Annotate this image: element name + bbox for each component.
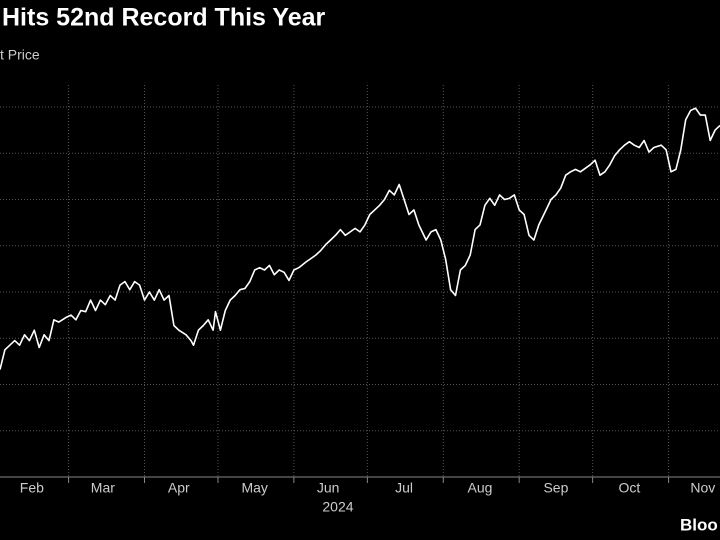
chart-title: Hits 52nd Record This Year [2,4,326,32]
x-tick-label: May [241,480,267,496]
x-tick-label: Jun [317,480,340,496]
x-tick-label: Mar [91,480,115,496]
chart-subtitle: t Price [0,47,40,63]
x-group-label: 2024 [322,499,353,515]
x-tick-label: Apr [168,480,190,496]
x-tick-label: Feb [20,480,44,496]
x-tick-label: Nov [690,480,715,496]
x-tick-label: Jul [395,480,413,496]
x-tick-label: Aug [468,480,493,496]
source: Bloo [680,515,718,534]
price-line [0,107,720,370]
x-tick-label: Sep [543,480,568,496]
x-tick-label: Oct [618,480,640,496]
